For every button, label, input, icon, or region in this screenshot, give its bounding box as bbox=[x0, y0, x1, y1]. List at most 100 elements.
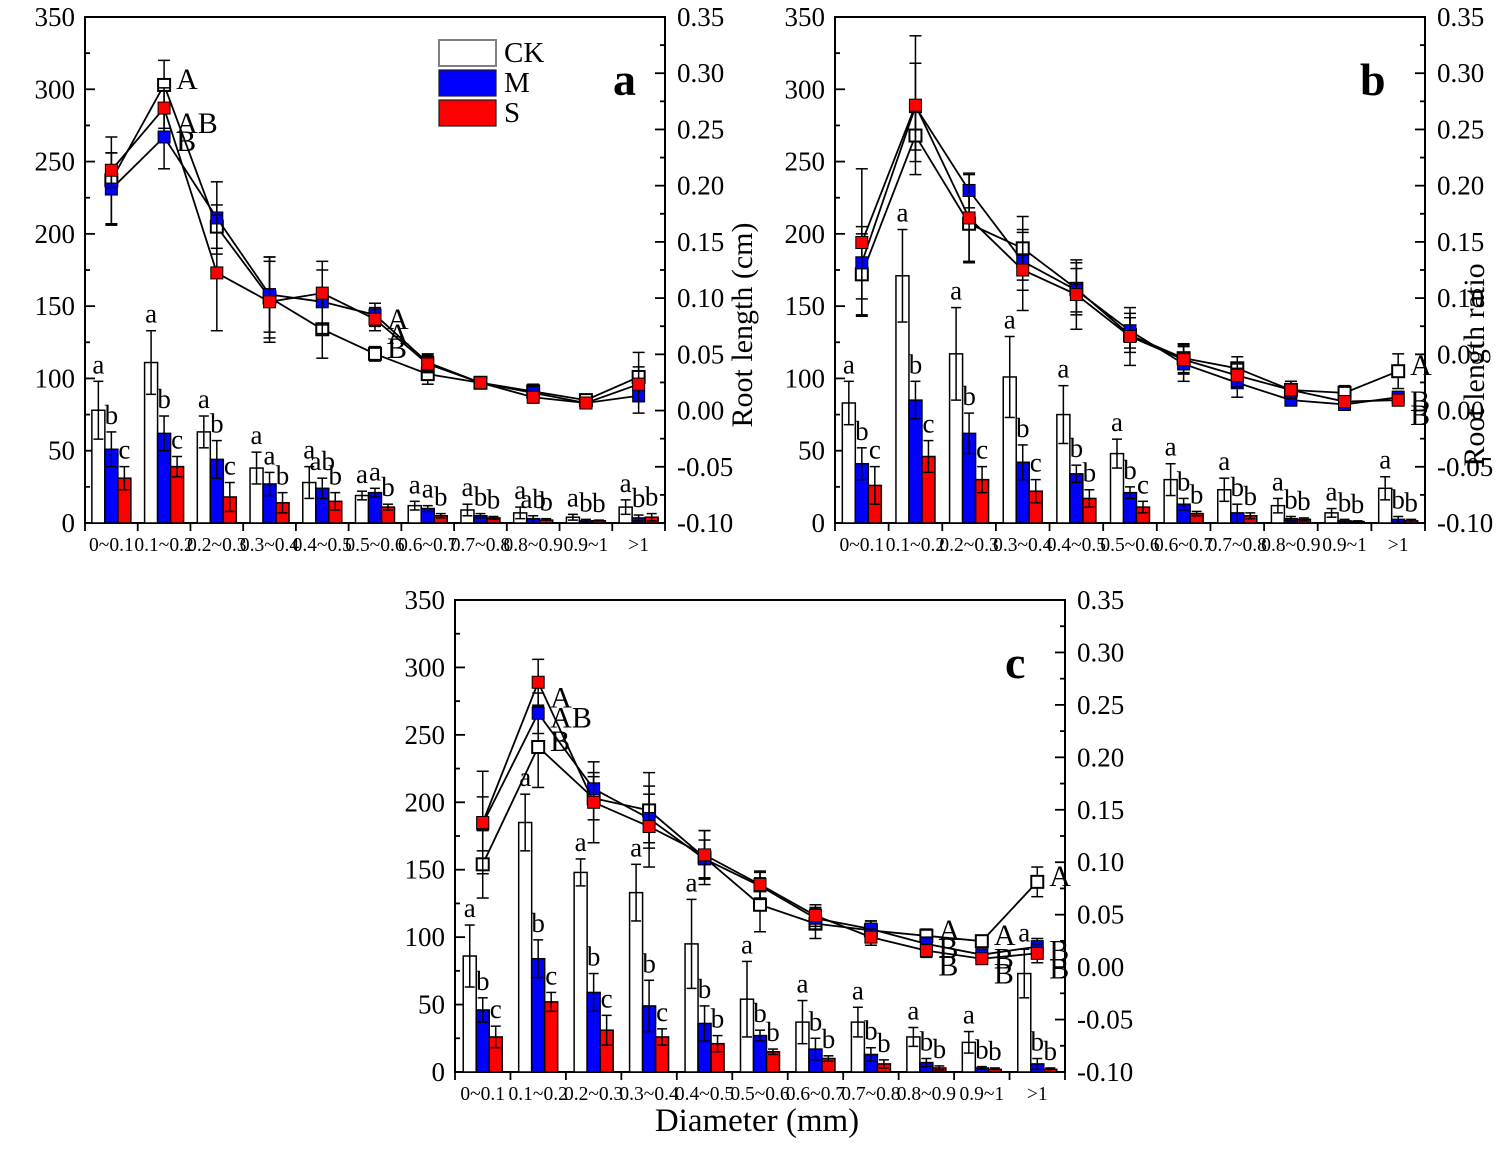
x-axis-category-label: 0.5~0.6 bbox=[1100, 535, 1160, 556]
line-S: B bbox=[855, 35, 1430, 432]
marker-s-square bbox=[157, 101, 171, 115]
bars-S: ccc c b b b b b b b bbox=[488, 960, 1058, 1073]
bar-significance-letter: a bbox=[198, 384, 210, 414]
bar-significance-letter: b bbox=[210, 409, 224, 439]
x-axis-category-label: 0.1~0.2 bbox=[886, 535, 945, 556]
x-axis-category-label: 0.7~0.8 bbox=[841, 1084, 900, 1105]
bar-significance-letter: c bbox=[545, 960, 557, 990]
x-axis-category-label: 0.6~0.7 bbox=[398, 535, 458, 556]
bar-significance-letter: c bbox=[490, 994, 502, 1024]
bar-significance-letter: a bbox=[1111, 407, 1123, 437]
left-axis-tick-label: 100 bbox=[405, 922, 446, 952]
bars-S: ccc c b c b b b b b bbox=[867, 409, 1419, 524]
bar-significance-letter: b bbox=[1177, 466, 1191, 496]
right-axis-tick-label: 0.20 bbox=[1437, 171, 1484, 201]
left-axis-tick-label: 150 bbox=[35, 291, 76, 321]
bar-significance-letter: b bbox=[753, 998, 767, 1028]
x-axis-category-label: >1 bbox=[1388, 535, 1409, 556]
right-axis-tick-label: 0.20 bbox=[1077, 742, 1124, 772]
marker-m-square bbox=[157, 130, 171, 144]
x-axis-category-label: 0.8~0.9 bbox=[897, 1084, 956, 1105]
line-significance-letter: A bbox=[387, 318, 409, 351]
bar-significance-letter: c bbox=[1030, 448, 1042, 478]
marker-m-square bbox=[531, 706, 545, 720]
marker-s-square bbox=[1338, 395, 1352, 409]
marker-s-square bbox=[210, 266, 224, 280]
left-axis-tick-label: 200 bbox=[35, 219, 76, 249]
right-axis-tick-label: -0.10 bbox=[1077, 1057, 1133, 1087]
bar-significance-letter: a bbox=[409, 469, 421, 499]
left-axis-tick-label: 200 bbox=[785, 219, 826, 249]
bar-significance-letter: a bbox=[422, 474, 434, 504]
marker-s-square bbox=[1230, 369, 1244, 383]
bar-significance-letter: b bbox=[329, 461, 343, 491]
right-axis-tick-label: 0.15 bbox=[677, 227, 724, 257]
right-axis-tick-label: 0.05 bbox=[677, 339, 724, 369]
right-axis-tick-label: -0.05 bbox=[677, 452, 733, 482]
bar-significance-letter: c bbox=[869, 435, 881, 465]
bar-significance-letter: a bbox=[950, 276, 962, 306]
bar-significance-letter: b bbox=[933, 1034, 947, 1064]
line-significance-letter: AB bbox=[176, 107, 218, 140]
axis-ticks bbox=[454, 599, 1066, 1080]
bar-significance-letter: b bbox=[1044, 1036, 1058, 1066]
marker-open-square bbox=[531, 739, 546, 754]
bar-significance-letter: c bbox=[976, 435, 988, 465]
panel-b-group: 0 50 100 150 200 250 300 350 -0.10 -0.05 0.00 0.05 0… bbox=[785, 2, 1494, 556]
x-axis-category-label: 0.7~0.8 bbox=[1208, 535, 1267, 556]
marker-open-square bbox=[368, 346, 382, 361]
bar-significance-letter: b bbox=[642, 948, 656, 978]
bar-significance-letter: ab bbox=[310, 446, 335, 476]
bar-significance-letter: b bbox=[698, 974, 712, 1004]
left-axis-tick-label: 100 bbox=[35, 363, 76, 393]
left-axis-tick-label: 150 bbox=[785, 291, 826, 321]
bar-significance-letter: b bbox=[1231, 472, 1245, 502]
bar-significance-letter: b bbox=[864, 1016, 878, 1046]
line-significance-letter: B bbox=[1410, 385, 1430, 418]
x-axis-category-label: 0.9~1 bbox=[564, 535, 609, 556]
x-axis-category-label: 0.4~0.5 bbox=[1047, 535, 1106, 556]
x-axis-category-label: >1 bbox=[1027, 1084, 1048, 1105]
marker-s-square bbox=[698, 848, 712, 862]
line-path-M bbox=[110, 135, 639, 404]
bar-significance-letter: b bbox=[645, 482, 659, 512]
bar-significance-letter: a bbox=[251, 420, 263, 450]
legend-label-CK: CK bbox=[504, 37, 544, 69]
left-axis-tick-label: 300 bbox=[35, 74, 76, 104]
bar-significance-letter: b bbox=[539, 487, 553, 517]
bar-significance-letter: a bbox=[796, 969, 808, 999]
bar-CK bbox=[573, 871, 588, 1073]
bar-significance-letter: c bbox=[656, 997, 668, 1027]
bar-significance-letter: b bbox=[531, 908, 545, 938]
bar-significance-letter: a bbox=[303, 435, 315, 465]
bar-significance-letter: b bbox=[157, 384, 171, 414]
x-axis-category-label: 0.2~0.3 bbox=[564, 1084, 623, 1105]
marker-s-square bbox=[1284, 383, 1298, 397]
marker-s-square bbox=[808, 909, 822, 923]
left-axis-tick-label: 300 bbox=[405, 652, 446, 682]
bar-significance-letter: b bbox=[822, 1024, 836, 1054]
right-axis-tick-label: 0.15 bbox=[1077, 795, 1124, 825]
right-axis-tick-label: 0.10 bbox=[677, 283, 724, 313]
bar-significance-letter: b bbox=[632, 483, 646, 513]
left-axis-tick-label: 250 bbox=[405, 720, 446, 750]
bar-significance-letter: b bbox=[1190, 479, 1204, 509]
right-axis-tick-label: -0.10 bbox=[1437, 508, 1493, 538]
left-axis-tick-label: 350 bbox=[405, 585, 446, 615]
x-axis-category-label: 0.6~0.7 bbox=[1154, 535, 1214, 556]
bar-significance-letter: b bbox=[276, 461, 290, 491]
marker-s-square bbox=[263, 295, 277, 309]
left-axis-tick-label: 0 bbox=[812, 508, 826, 538]
bar-significance-letter: b bbox=[105, 400, 119, 430]
marker-s-square bbox=[587, 795, 601, 809]
line-significance-letter: B bbox=[1410, 399, 1430, 432]
marker-s-square bbox=[1177, 353, 1191, 367]
x-axis-category-label: 0.8~0.9 bbox=[504, 535, 563, 556]
x-axis-category-label: 0.3~0.4 bbox=[240, 535, 300, 556]
line-significance-letter: B bbox=[1049, 935, 1069, 968]
bar-S bbox=[543, 1001, 559, 1073]
line-significance-letter: B bbox=[994, 958, 1014, 991]
